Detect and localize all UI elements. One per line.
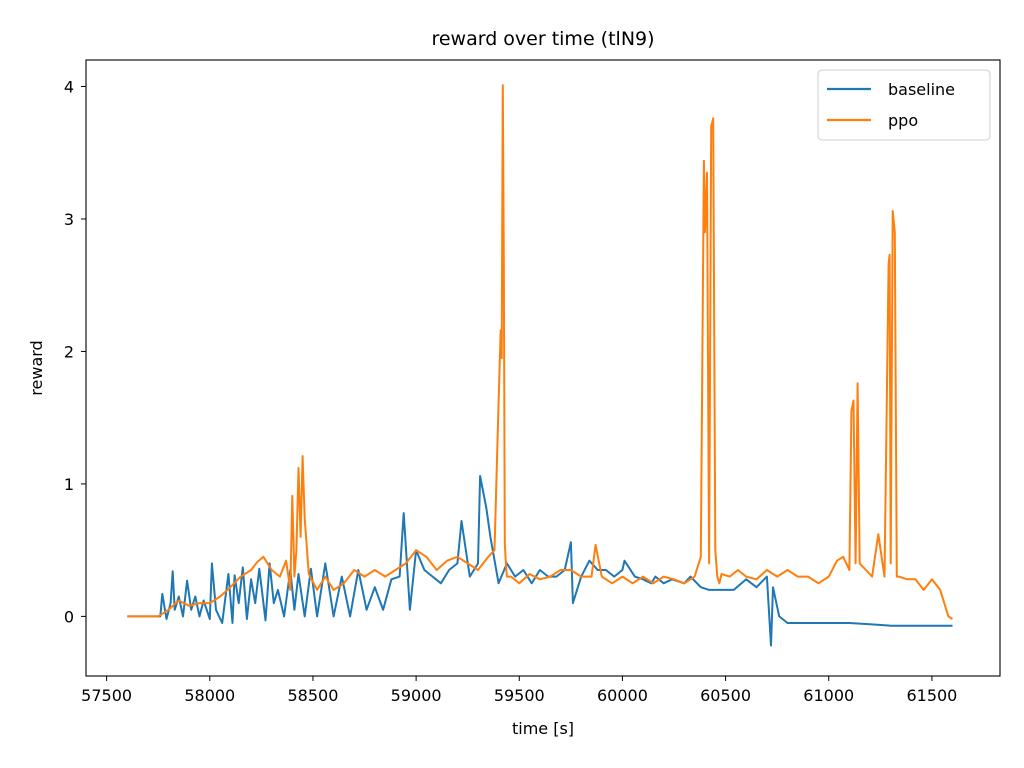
plot-frame <box>85 59 1001 677</box>
x-tick-label: 61500 <box>906 686 957 705</box>
y-axis-label: reward <box>27 340 46 395</box>
x-axis-ticks: 57500 58000 58500 59000 59500 60000 60500 61000… <box>81 676 957 705</box>
y-tick-label: 0 <box>64 607 74 626</box>
x-axis-label: time [s] <box>512 719 574 738</box>
x-tick-label: 58500 <box>287 686 338 705</box>
x-tick-label: 61000 <box>803 686 854 705</box>
y-tick-label: 1 <box>64 475 74 494</box>
x-tick-label: 58000 <box>184 686 235 705</box>
x-tick-label: 60500 <box>700 686 751 705</box>
x-tick-label: 59500 <box>494 686 545 705</box>
series-layer <box>127 84 954 647</box>
y-tick-label: 3 <box>64 210 74 229</box>
legend-box <box>817 69 991 141</box>
x-tick-label: 57500 <box>81 686 132 705</box>
legend-label-baseline: baseline <box>888 80 955 99</box>
plot-area <box>85 59 1001 677</box>
y-tick-label: 2 <box>64 342 74 361</box>
legend: baseline ppo <box>817 69 991 141</box>
y-tick-label: 4 <box>64 77 74 96</box>
chart-title: reward over time (tlN9) <box>431 28 654 50</box>
series-line-ppo <box>127 84 954 620</box>
legend-label-ppo: ppo <box>888 111 918 130</box>
x-tick-label: 59000 <box>391 686 442 705</box>
x-tick-label: 60000 <box>597 686 648 705</box>
y-axis-ticks: 0 1 2 3 4 <box>64 77 86 626</box>
